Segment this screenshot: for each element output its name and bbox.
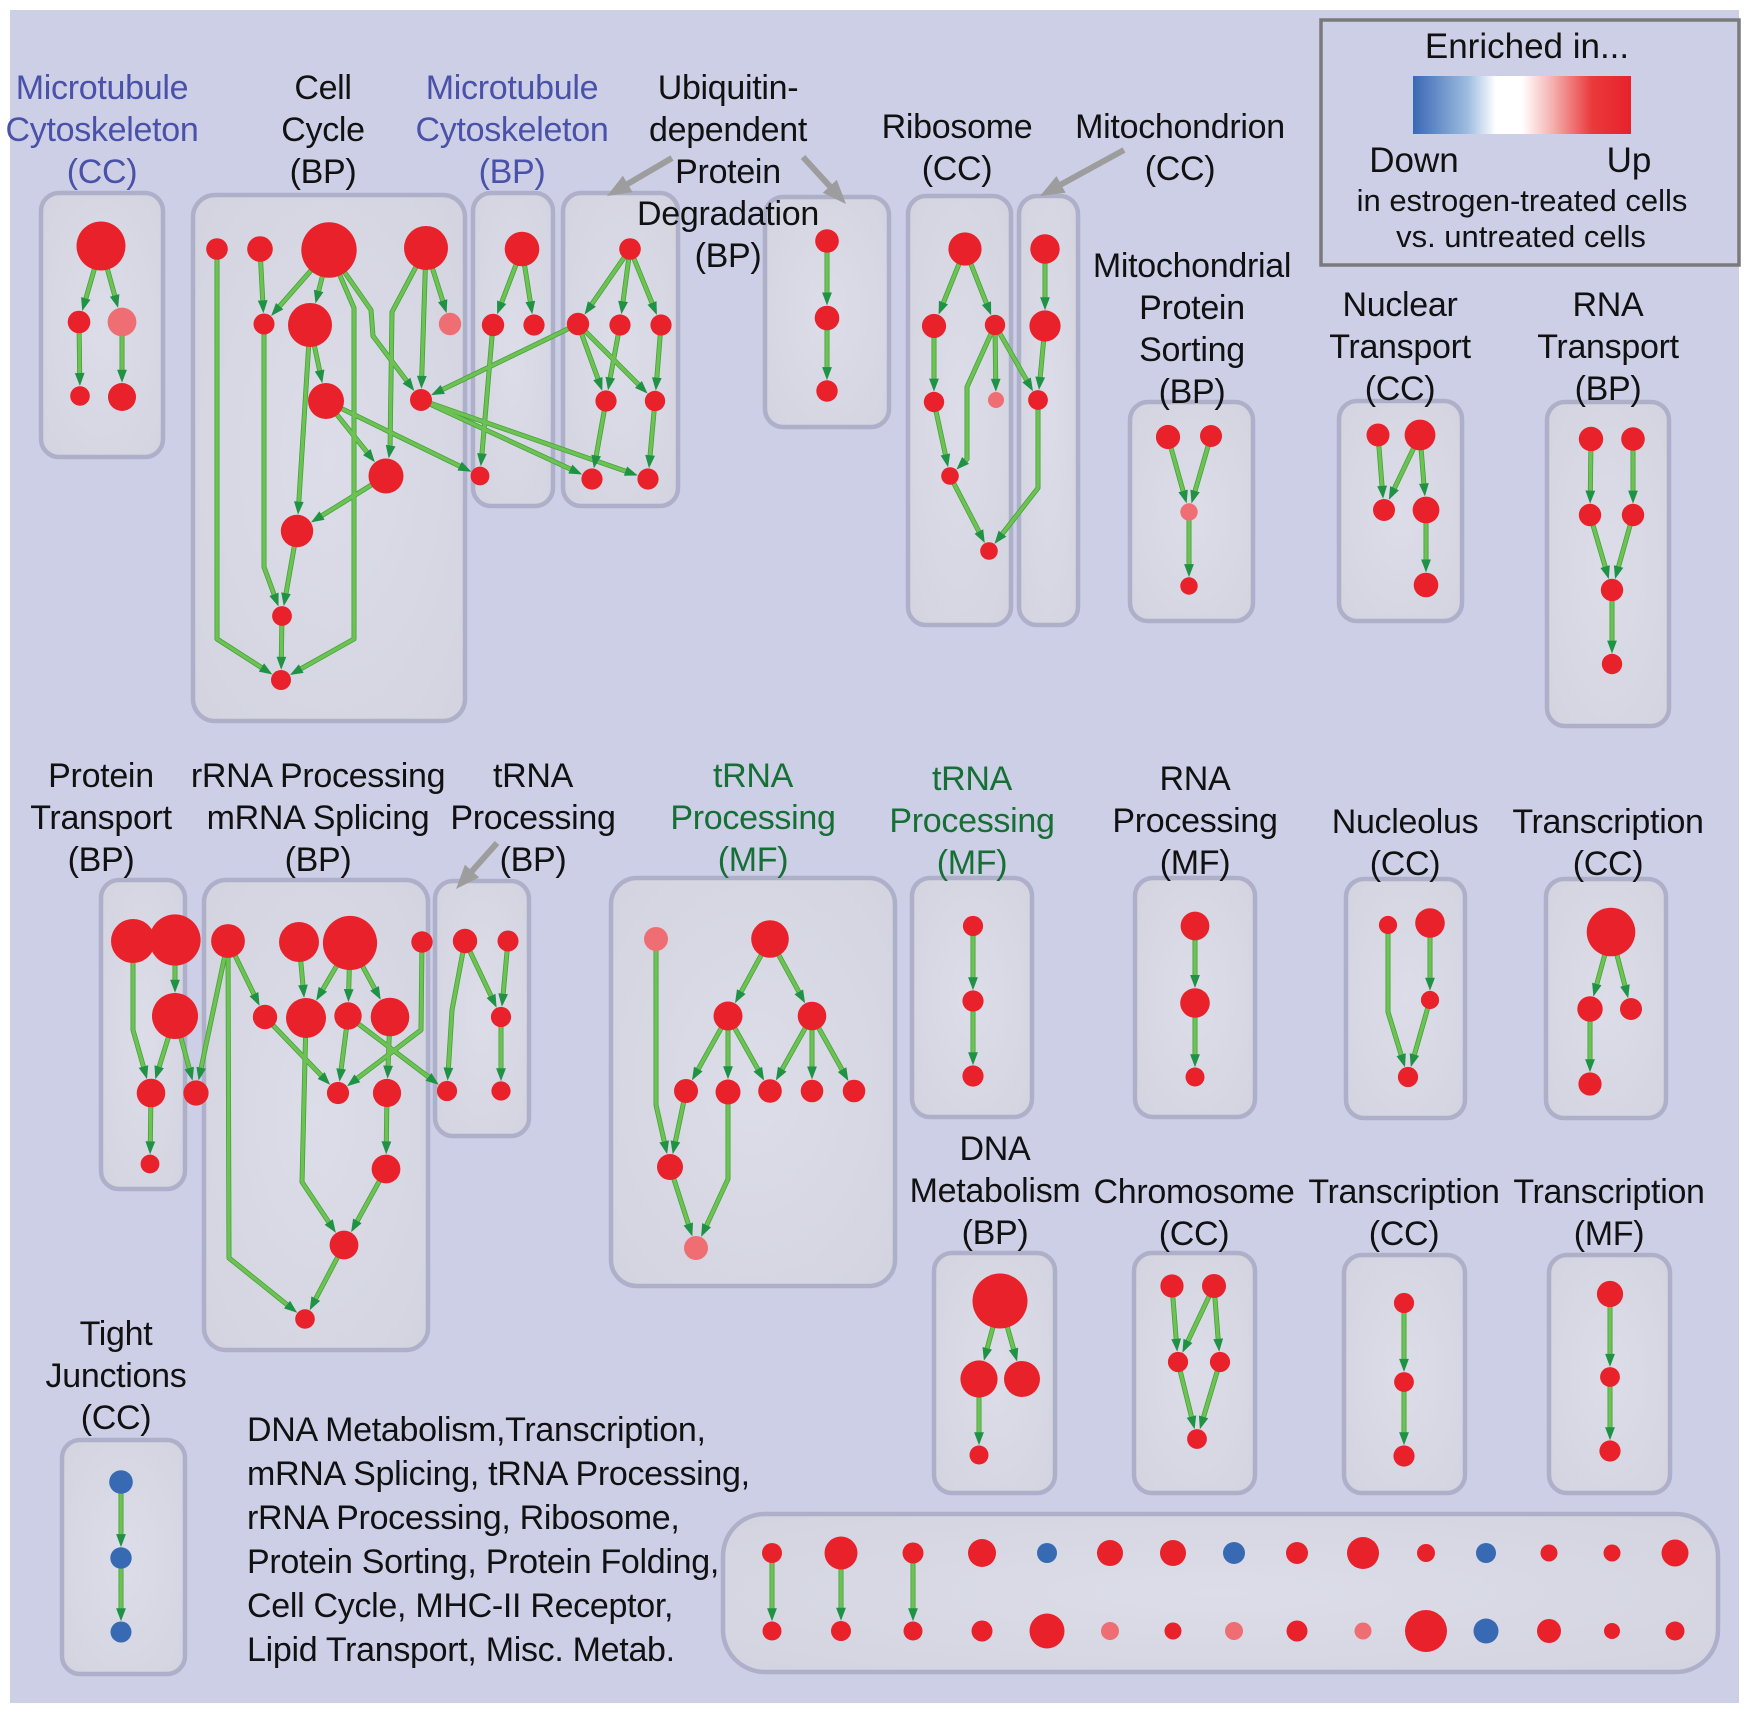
svg-text:Cell Cycle, MHC-II Receptor,: Cell Cycle, MHC-II Receptor, — [247, 1587, 673, 1625]
svg-text:Transcription: Transcription — [1308, 1173, 1499, 1211]
svg-text:rRNA Processing: rRNA Processing — [191, 757, 445, 795]
svg-text:(BP): (BP) — [285, 841, 352, 879]
svg-text:(MF): (MF) — [718, 841, 789, 879]
svg-text:RNA: RNA — [1573, 286, 1645, 324]
svg-text:Transport: Transport — [1329, 328, 1471, 366]
svg-text:Cycle: Cycle — [281, 111, 365, 149]
svg-text:(BP): (BP) — [290, 153, 357, 191]
svg-text:Protein: Protein — [48, 757, 154, 795]
svg-text:Nucleolus: Nucleolus — [1332, 803, 1479, 841]
svg-text:(CC): (CC) — [1145, 150, 1216, 188]
svg-text:Transcription: Transcription — [1513, 1173, 1704, 1211]
svg-text:Up: Up — [1607, 141, 1652, 180]
svg-text:Cell: Cell — [294, 69, 351, 107]
svg-text:Ribosome: Ribosome — [882, 108, 1033, 146]
svg-text:(CC): (CC) — [1365, 370, 1436, 408]
svg-text:(CC): (CC) — [922, 150, 993, 188]
svg-text:(BP): (BP) — [1159, 373, 1226, 411]
svg-text:RNA: RNA — [1160, 760, 1232, 798]
svg-text:(BP): (BP) — [1575, 370, 1642, 408]
svg-text:Lipid Transport, Misc. Metab.: Lipid Transport, Misc. Metab. — [247, 1631, 675, 1669]
svg-text:Protein: Protein — [675, 153, 781, 191]
svg-text:Protein Sorting, Protein Foldi: Protein Sorting, Protein Folding, — [247, 1543, 719, 1581]
svg-text:Chromosome: Chromosome — [1093, 1173, 1294, 1211]
svg-text:Protein: Protein — [1139, 289, 1245, 327]
svg-text:Mitochondrial: Mitochondrial — [1093, 247, 1291, 285]
svg-text:Enriched in...: Enriched in... — [1425, 27, 1629, 66]
svg-text:(MF): (MF) — [937, 844, 1008, 882]
svg-text:rRNA Processing, Ribosome,: rRNA Processing, Ribosome, — [247, 1499, 679, 1537]
svg-text:Processing: Processing — [670, 799, 835, 837]
svg-text:Processing: Processing — [889, 802, 1054, 840]
svg-text:(CC): (CC) — [1159, 1215, 1230, 1253]
svg-text:(BP): (BP) — [479, 153, 546, 191]
svg-text:tRNA: tRNA — [493, 757, 574, 795]
svg-text:vs. untreated cells: vs. untreated cells — [1396, 219, 1646, 254]
svg-text:DNA: DNA — [960, 1130, 1032, 1168]
svg-text:Mitochondrion: Mitochondrion — [1075, 108, 1285, 146]
svg-text:Ubiquitin-: Ubiquitin- — [658, 69, 799, 107]
svg-text:Processing: Processing — [1112, 802, 1277, 840]
svg-text:(MF): (MF) — [1574, 1215, 1645, 1253]
svg-text:(BP): (BP) — [962, 1214, 1029, 1252]
svg-text:(CC): (CC) — [81, 1399, 152, 1437]
svg-text:Microtubule: Microtubule — [16, 69, 188, 107]
svg-text:mRNA Splicing, tRNA Processing: mRNA Splicing, tRNA Processing, — [247, 1455, 750, 1493]
svg-text:Junctions: Junctions — [46, 1357, 187, 1395]
svg-text:Microtubule: Microtubule — [426, 69, 598, 107]
svg-text:Degradation: Degradation — [637, 195, 819, 233]
svg-text:(BP): (BP) — [695, 237, 762, 275]
svg-text:in estrogen-treated cells: in estrogen-treated cells — [1357, 183, 1688, 218]
svg-text:(CC): (CC) — [1573, 845, 1644, 883]
svg-text:dependent: dependent — [649, 111, 808, 149]
svg-text:Transcription: Transcription — [1512, 803, 1703, 841]
svg-text:(CC): (CC) — [1370, 845, 1441, 883]
svg-text:Cytoskeleton: Cytoskeleton — [416, 111, 609, 149]
svg-text:Cytoskeleton: Cytoskeleton — [6, 111, 199, 149]
svg-text:Down: Down — [1369, 141, 1458, 180]
svg-text:(BP): (BP) — [500, 841, 567, 879]
svg-text:Transport: Transport — [1537, 328, 1679, 366]
svg-text:(CC): (CC) — [1369, 1215, 1440, 1253]
svg-text:(BP): (BP) — [68, 841, 135, 879]
svg-text:(MF): (MF) — [1160, 844, 1231, 882]
svg-text:Metabolism: Metabolism — [910, 1172, 1081, 1210]
svg-text:Tight: Tight — [80, 1315, 154, 1353]
svg-text:(CC): (CC) — [67, 153, 138, 191]
svg-text:tRNA: tRNA — [713, 757, 794, 795]
svg-text:DNA Metabolism,Transcription,: DNA Metabolism,Transcription, — [247, 1411, 706, 1449]
svg-text:Processing: Processing — [450, 799, 615, 837]
svg-text:Sorting: Sorting — [1139, 331, 1245, 369]
svg-text:Nuclear: Nuclear — [1342, 286, 1457, 324]
svg-text:tRNA: tRNA — [932, 760, 1013, 798]
svg-text:Transport: Transport — [30, 799, 172, 837]
svg-text:mRNA Splicing: mRNA Splicing — [207, 799, 430, 837]
